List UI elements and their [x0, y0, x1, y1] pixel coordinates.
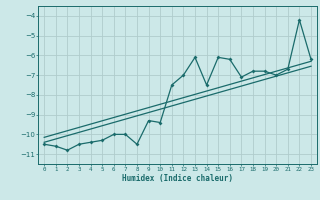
X-axis label: Humidex (Indice chaleur): Humidex (Indice chaleur) — [122, 174, 233, 183]
